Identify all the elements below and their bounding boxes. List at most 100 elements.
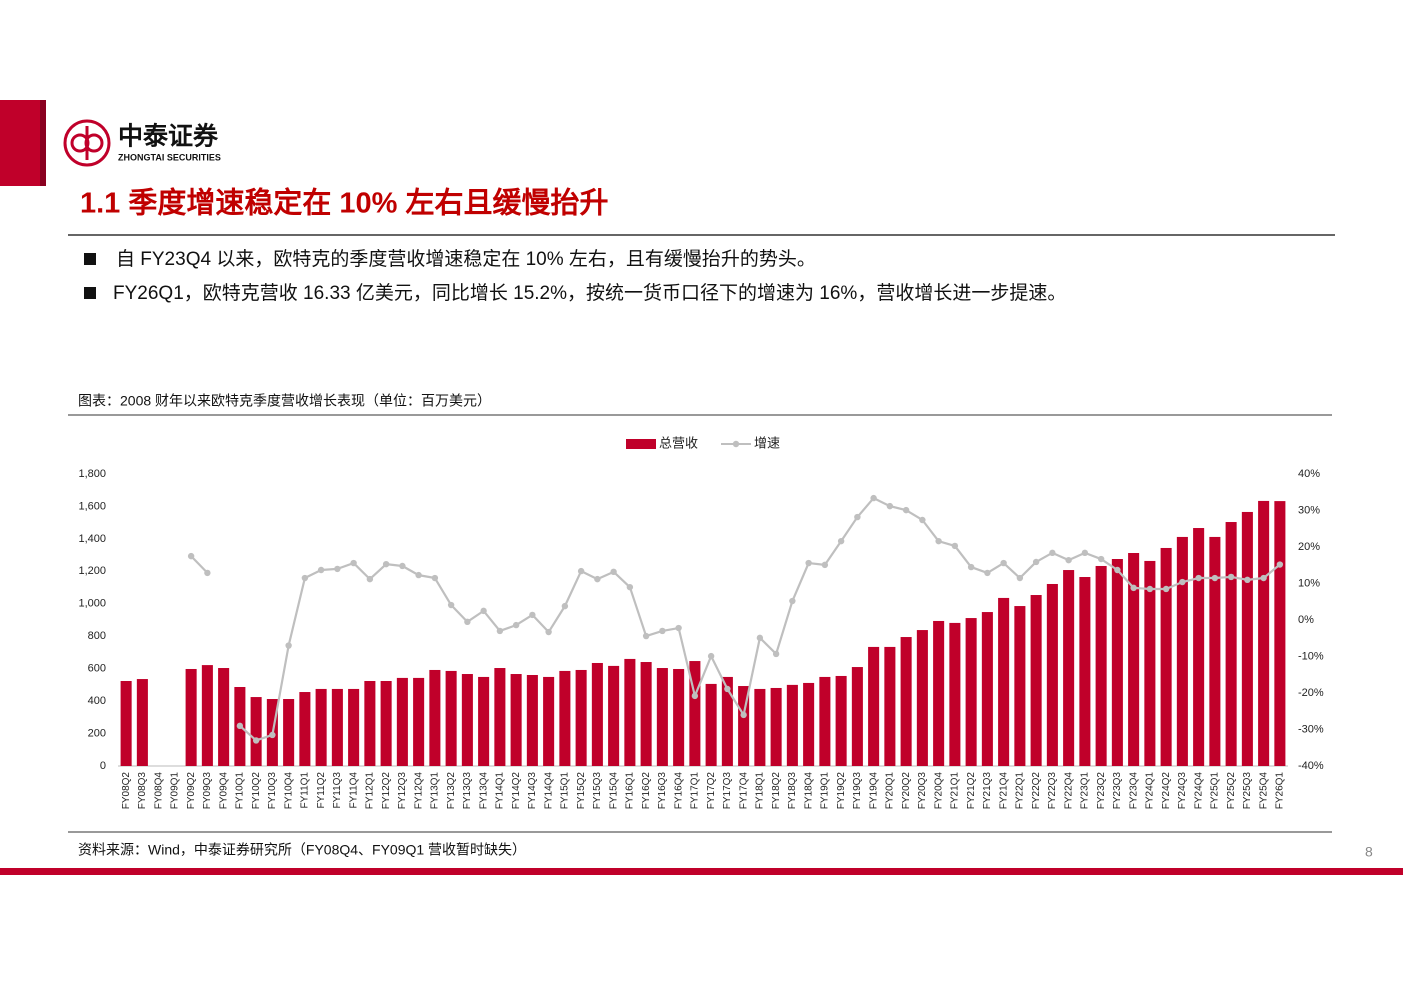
x-tick-label: FY21Q2 — [966, 772, 977, 810]
bar — [965, 618, 977, 766]
x-tick-label: FY16Q1 — [625, 772, 636, 810]
x-tick-label: FY22Q4 — [1063, 772, 1074, 810]
y2-tick-label: -40% — [1298, 760, 1324, 772]
bar — [1144, 560, 1156, 766]
x-tick-label: FY09Q3 — [202, 772, 213, 810]
x-tick-label: FY20Q1 — [885, 772, 896, 810]
bar — [494, 668, 506, 766]
y-tick-label: 600 — [88, 663, 106, 675]
x-tick-label: FY23Q3 — [1112, 772, 1123, 810]
x-tick-label: FY16Q2 — [641, 772, 652, 810]
x-tick-label: FY18Q2 — [771, 772, 782, 810]
y2-tick-label: 40% — [1298, 468, 1320, 480]
line-marker — [334, 565, 341, 573]
bar — [1063, 570, 1075, 766]
bar — [559, 670, 571, 766]
line-marker — [1049, 549, 1056, 557]
line-marker — [350, 559, 357, 567]
line-marker — [236, 722, 244, 730]
y2-tick-label: -10% — [1298, 650, 1324, 662]
y2-tick-label: 10% — [1298, 577, 1320, 589]
line-marker — [772, 650, 780, 658]
side-bar — [0, 100, 40, 186]
line-marker — [1211, 574, 1219, 582]
side-bar-edge — [40, 100, 46, 186]
bar — [1014, 606, 1026, 766]
line-marker — [1016, 574, 1024, 582]
bar — [868, 646, 880, 766]
x-tick-label: FY09Q4 — [218, 772, 229, 810]
bar — [348, 688, 360, 766]
x-tick-label: FY14Q4 — [543, 772, 554, 810]
bar — [786, 684, 798, 766]
bar — [656, 668, 668, 766]
line-marker — [1244, 576, 1251, 584]
x-tick-label: FY09Q2 — [186, 772, 197, 810]
y2-tick-label: -20% — [1298, 687, 1324, 699]
line-marker — [561, 602, 569, 610]
x-tick-label: FY18Q3 — [787, 772, 798, 810]
x-tick-label: FY13Q1 — [430, 772, 441, 810]
bar — [689, 661, 701, 766]
bar — [510, 674, 522, 766]
line-marker — [724, 685, 731, 693]
bar — [916, 630, 928, 766]
bar — [331, 688, 343, 766]
line-marker — [594, 575, 601, 583]
x-tick-label: FY17Q1 — [690, 772, 701, 810]
bar — [315, 688, 327, 766]
x-tick-label: FY08Q2 — [121, 772, 132, 810]
line-marker — [984, 569, 991, 577]
bar — [1209, 536, 1221, 766]
x-tick-label: FY25Q1 — [1210, 772, 1221, 810]
line-marker — [1260, 574, 1267, 582]
line-marker — [512, 621, 520, 629]
y-tick-label: 0 — [100, 760, 106, 772]
line-marker — [1032, 558, 1040, 566]
x-tick-label: FY10Q1 — [235, 772, 246, 810]
line-marker — [1179, 578, 1186, 586]
line-marker — [447, 601, 455, 609]
bar — [136, 679, 148, 766]
line-marker — [886, 502, 894, 510]
x-tick-label: FY14Q3 — [527, 772, 538, 810]
y2-tick-label: 0% — [1298, 614, 1314, 626]
x-tick-label: FY20Q3 — [917, 772, 928, 810]
bar — [526, 674, 538, 766]
line-marker — [480, 607, 487, 615]
line-marker — [756, 634, 764, 642]
x-tick-label: FY09Q1 — [170, 772, 181, 810]
x-tick-label: FY15Q1 — [560, 772, 571, 810]
line-marker — [805, 559, 812, 567]
line-marker — [1097, 555, 1105, 563]
bar — [640, 662, 652, 766]
x-tick-label: FY25Q3 — [1242, 772, 1253, 810]
line-marker — [659, 627, 666, 635]
x-tick-label: FY12Q2 — [381, 772, 392, 810]
bar — [884, 646, 896, 766]
x-tick-label: FY14Q2 — [511, 772, 522, 810]
line-marker — [789, 597, 796, 605]
x-tick-label: FY25Q2 — [1226, 772, 1237, 810]
bar — [591, 662, 603, 766]
line-marker — [675, 624, 682, 632]
bar — [218, 668, 230, 766]
x-tick-label: FY25Q4 — [1258, 772, 1269, 810]
x-tick-label: FY17Q3 — [722, 772, 733, 810]
x-tick-label: FY19Q1 — [820, 772, 831, 810]
bar — [429, 669, 441, 766]
line-marker — [415, 571, 422, 579]
line-marker — [187, 552, 195, 560]
x-tick-label: FY19Q2 — [836, 772, 847, 810]
x-tick-label: FY20Q2 — [901, 772, 912, 810]
line-marker — [1227, 573, 1235, 581]
y2-tick-label: 20% — [1298, 541, 1320, 553]
x-tick-label: FY24Q4 — [1193, 772, 1204, 810]
legend-swatch — [732, 440, 740, 448]
bar — [1095, 565, 1107, 766]
bar — [981, 612, 993, 766]
line-marker — [464, 618, 471, 626]
x-tick-label: FY20Q4 — [933, 772, 944, 810]
x-tick-label: FY24Q2 — [1161, 772, 1172, 810]
